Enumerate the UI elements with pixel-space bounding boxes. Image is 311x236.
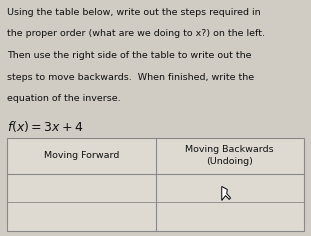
Polygon shape <box>222 186 230 200</box>
Text: Using the table below, write out the steps required in: Using the table below, write out the ste… <box>7 8 261 17</box>
Bar <box>7 138 304 231</box>
Text: equation of the inverse.: equation of the inverse. <box>7 94 121 103</box>
Text: Moving Backwards
(Undoing): Moving Backwards (Undoing) <box>185 145 274 165</box>
Text: Then use the right side of the table to write out the: Then use the right side of the table to … <box>7 51 252 60</box>
Text: steps to move backwards.  When finished, write the: steps to move backwards. When finished, … <box>7 72 254 81</box>
Text: Moving Forward: Moving Forward <box>44 151 119 160</box>
Text: $f(x) = 3x + 4$: $f(x) = 3x + 4$ <box>7 119 84 135</box>
Text: the proper order (what are we doing to x?) on the left.: the proper order (what are we doing to x… <box>7 30 265 38</box>
